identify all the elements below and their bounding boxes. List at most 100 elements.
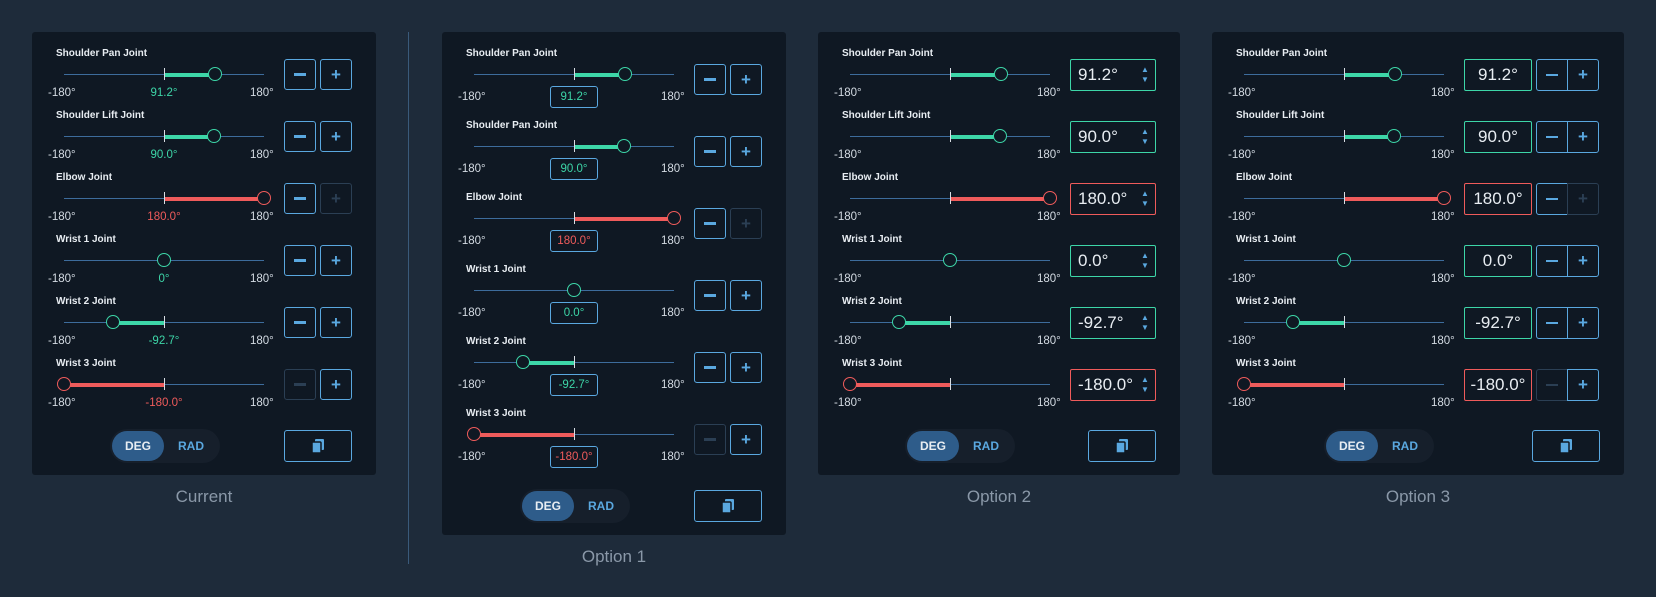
deg-option[interactable]: DEG: [112, 431, 164, 461]
slider-fill: [950, 196, 1050, 201]
increment-button[interactable]: +: [1567, 183, 1599, 215]
joint-value-input[interactable]: 90.0°: [1464, 121, 1532, 153]
slider-thumb[interactable]: [567, 283, 581, 297]
slider-thumb[interactable]: [515, 355, 530, 369]
plus-icon: +: [331, 64, 341, 84]
decrement-button[interactable]: [284, 59, 316, 90]
minus-icon: [294, 259, 306, 262]
decrement-button[interactable]: [284, 307, 316, 338]
slider-thumb[interactable]: [843, 377, 857, 391]
joint-value-input[interactable]: 91.2°: [1464, 59, 1532, 91]
slider-thumb[interactable]: [207, 67, 222, 81]
slider-thumb[interactable]: [57, 377, 71, 391]
unit-toggle[interactable]: DEG RAD: [520, 489, 630, 523]
decrement-button[interactable]: [1536, 121, 1568, 153]
rad-option[interactable]: RAD: [973, 439, 999, 453]
decrement-button[interactable]: [284, 183, 316, 214]
increment-button[interactable]: +: [1567, 121, 1599, 153]
increment-button[interactable]: +: [730, 424, 762, 455]
slider-thumb[interactable]: [943, 253, 957, 267]
increment-button[interactable]: +: [320, 183, 352, 214]
slider-thumb[interactable]: [1387, 67, 1402, 81]
increment-button[interactable]: +: [320, 121, 352, 152]
slider-thumb[interactable]: [1237, 377, 1251, 391]
copy-button[interactable]: [694, 490, 762, 522]
unit-toggle[interactable]: DEG RAD: [110, 429, 220, 463]
increment-button[interactable]: +: [1567, 245, 1599, 277]
copy-button[interactable]: [284, 430, 352, 462]
joint-value-input[interactable]: 90.0° ▲ ▼: [1070, 121, 1156, 153]
slider-thumb[interactable]: [1437, 191, 1451, 205]
slider-thumb[interactable]: [1337, 253, 1351, 267]
increment-button[interactable]: +: [730, 208, 762, 239]
unit-toggle[interactable]: DEG RAD: [905, 429, 1015, 463]
decrement-button[interactable]: [1536, 183, 1568, 215]
joint-value-input[interactable]: -92.7°: [1464, 307, 1532, 339]
deg-option[interactable]: DEG: [907, 431, 959, 461]
spinner-icon[interactable]: ▲ ▼: [1141, 65, 1149, 84]
spinner-icon[interactable]: ▲ ▼: [1141, 251, 1149, 270]
slider-zero-tick: [164, 316, 165, 328]
copy-button[interactable]: [1088, 430, 1156, 462]
decrement-button[interactable]: [1536, 245, 1568, 277]
slider-thumb[interactable]: [891, 315, 906, 329]
slider-thumb[interactable]: [1285, 315, 1300, 329]
slider-thumb[interactable]: [993, 129, 1007, 143]
slider-thumb[interactable]: [617, 67, 632, 81]
decrement-button[interactable]: [694, 352, 726, 383]
slider-thumb[interactable]: [105, 315, 120, 329]
decrement-button[interactable]: [1536, 369, 1568, 401]
rad-option[interactable]: RAD: [588, 499, 614, 513]
deg-option[interactable]: DEG: [522, 491, 574, 521]
decrement-button[interactable]: [1536, 59, 1568, 91]
spinner-icon[interactable]: ▲ ▼: [1141, 313, 1149, 332]
slider-thumb[interactable]: [207, 129, 221, 143]
joint-value-input[interactable]: 180.0° ▲ ▼: [1070, 183, 1156, 215]
increment-button[interactable]: +: [730, 280, 762, 311]
slider-thumb[interactable]: [257, 191, 271, 205]
joint-value-input[interactable]: -180.0°: [1464, 369, 1532, 401]
slider-thumb[interactable]: [467, 427, 481, 441]
increment-button[interactable]: +: [320, 245, 352, 276]
decrement-button[interactable]: [694, 64, 726, 95]
slider-thumb[interactable]: [993, 67, 1008, 81]
increment-button[interactable]: +: [320, 59, 352, 90]
increment-button[interactable]: +: [730, 64, 762, 95]
increment-button[interactable]: +: [1567, 59, 1599, 91]
slider-thumb[interactable]: [1387, 129, 1401, 143]
decrement-button[interactable]: [284, 369, 316, 400]
decrement-button[interactable]: [694, 208, 726, 239]
decrement-button[interactable]: [694, 136, 726, 167]
minus-icon: [1546, 259, 1558, 263]
increment-button[interactable]: +: [730, 136, 762, 167]
rad-option[interactable]: RAD: [1392, 439, 1418, 453]
rad-option[interactable]: RAD: [178, 439, 204, 453]
slider-thumb[interactable]: [617, 139, 631, 153]
decrement-button[interactable]: [1536, 307, 1568, 339]
joint-value-input[interactable]: 0.0° ▲ ▼: [1070, 245, 1156, 277]
copy-button[interactable]: [1532, 430, 1600, 462]
spinner-icon[interactable]: ▲ ▼: [1141, 127, 1149, 146]
joint-value-input[interactable]: 91.2° ▲ ▼: [1070, 59, 1156, 91]
increment-button[interactable]: +: [320, 369, 352, 400]
increment-button[interactable]: +: [730, 352, 762, 383]
slider-thumb[interactable]: [667, 211, 681, 225]
increment-button[interactable]: +: [320, 307, 352, 338]
increment-button[interactable]: +: [1567, 369, 1599, 401]
decrement-button[interactable]: [284, 245, 316, 276]
deg-option[interactable]: DEG: [1326, 431, 1378, 461]
unit-toggle[interactable]: DEG RAD: [1324, 429, 1434, 463]
decrement-button[interactable]: [694, 424, 726, 455]
joint-value: 0°: [158, 273, 170, 285]
joint-value-input[interactable]: 180.0°: [1464, 183, 1532, 215]
decrement-button[interactable]: [694, 280, 726, 311]
spinner-icon[interactable]: ▲ ▼: [1141, 189, 1149, 208]
slider-thumb[interactable]: [1043, 191, 1057, 205]
decrement-button[interactable]: [284, 121, 316, 152]
spinner-icon[interactable]: ▲ ▼: [1141, 375, 1149, 394]
joint-value-input[interactable]: 0.0°: [1464, 245, 1532, 277]
slider-thumb[interactable]: [157, 253, 171, 267]
joint-value-input[interactable]: -92.7° ▲ ▼: [1070, 307, 1156, 339]
increment-button[interactable]: +: [1567, 307, 1599, 339]
joint-value-input[interactable]: -180.0° ▲ ▼: [1070, 369, 1156, 401]
